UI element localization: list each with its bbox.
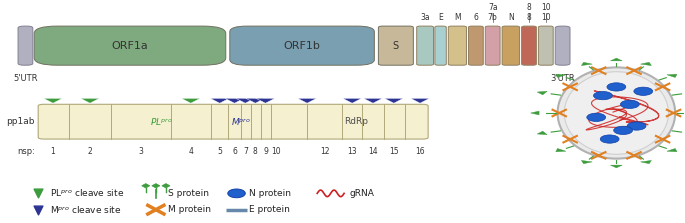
FancyBboxPatch shape	[18, 26, 33, 65]
Polygon shape	[410, 98, 429, 103]
Ellipse shape	[600, 135, 619, 143]
Polygon shape	[81, 98, 99, 103]
Text: 8: 8	[253, 147, 258, 155]
Text: RdRp: RdRp	[344, 117, 368, 126]
Ellipse shape	[621, 100, 639, 108]
Polygon shape	[582, 160, 593, 164]
Point	[33, 192, 44, 195]
Text: S: S	[393, 41, 399, 51]
Text: 5: 5	[217, 147, 222, 155]
Polygon shape	[531, 111, 539, 115]
Text: E protein: E protein	[249, 205, 290, 214]
Text: M$^{pro}$ cleave site: M$^{pro}$ cleave site	[50, 204, 122, 215]
FancyBboxPatch shape	[469, 26, 483, 65]
Text: M: M	[454, 13, 461, 22]
FancyBboxPatch shape	[556, 26, 570, 65]
FancyBboxPatch shape	[435, 26, 447, 65]
Polygon shape	[364, 98, 382, 103]
Ellipse shape	[627, 122, 646, 130]
Text: 9: 9	[263, 147, 268, 155]
FancyBboxPatch shape	[502, 26, 519, 65]
Text: 10: 10	[541, 13, 551, 22]
Text: gRNA: gRNA	[349, 189, 374, 198]
Text: 8: 8	[527, 3, 532, 12]
Polygon shape	[342, 98, 362, 103]
FancyBboxPatch shape	[229, 26, 374, 65]
Polygon shape	[142, 184, 150, 188]
Text: M$^{pro}$: M$^{pro}$	[231, 116, 251, 128]
FancyBboxPatch shape	[448, 26, 466, 65]
Polygon shape	[537, 131, 547, 135]
Text: 12: 12	[320, 147, 329, 155]
Polygon shape	[537, 91, 547, 95]
Polygon shape	[582, 62, 593, 66]
FancyBboxPatch shape	[378, 26, 413, 65]
Polygon shape	[667, 74, 677, 77]
Ellipse shape	[607, 83, 626, 91]
Text: 2: 2	[88, 147, 92, 155]
Polygon shape	[667, 149, 677, 152]
Text: 15: 15	[389, 147, 399, 155]
Polygon shape	[610, 165, 622, 168]
FancyBboxPatch shape	[34, 26, 226, 65]
Polygon shape	[556, 149, 566, 152]
Point	[33, 208, 44, 211]
Ellipse shape	[558, 67, 675, 159]
Text: 3: 3	[138, 147, 143, 155]
Text: 13: 13	[347, 147, 357, 155]
Ellipse shape	[614, 126, 632, 134]
Ellipse shape	[593, 91, 612, 100]
Ellipse shape	[634, 87, 653, 95]
Ellipse shape	[564, 72, 669, 154]
Text: 4: 4	[188, 147, 193, 155]
Polygon shape	[210, 98, 229, 103]
Text: 1: 1	[51, 147, 55, 155]
Polygon shape	[44, 98, 62, 103]
Text: 6: 6	[232, 147, 237, 155]
Polygon shape	[225, 98, 244, 103]
Ellipse shape	[228, 189, 245, 198]
Text: 10: 10	[541, 3, 551, 12]
Text: S protein: S protein	[168, 189, 209, 198]
Polygon shape	[152, 184, 160, 188]
Polygon shape	[556, 74, 566, 77]
Text: 5'UTR: 5'UTR	[13, 74, 38, 83]
Polygon shape	[256, 98, 275, 103]
Text: 7a: 7a	[488, 3, 497, 12]
Polygon shape	[640, 62, 651, 66]
Polygon shape	[162, 184, 170, 188]
Ellipse shape	[587, 113, 606, 122]
Text: pp1ab: pp1ab	[6, 117, 35, 126]
Text: ORF1b: ORF1b	[284, 41, 321, 51]
Text: 7: 7	[242, 147, 248, 155]
Polygon shape	[236, 98, 255, 103]
Text: 6: 6	[473, 13, 478, 22]
Text: 3'UTR: 3'UTR	[550, 74, 575, 83]
Text: PL$^{pro}$: PL$^{pro}$	[149, 116, 172, 128]
FancyBboxPatch shape	[416, 26, 434, 65]
Text: 16: 16	[415, 147, 425, 155]
FancyBboxPatch shape	[538, 26, 553, 65]
Polygon shape	[298, 98, 316, 103]
Polygon shape	[246, 98, 265, 103]
Polygon shape	[384, 98, 403, 103]
Polygon shape	[182, 98, 200, 103]
Text: 14: 14	[369, 147, 378, 155]
Text: M protein: M protein	[168, 205, 211, 214]
FancyBboxPatch shape	[485, 26, 500, 65]
Text: nsp:: nsp:	[17, 147, 35, 155]
FancyBboxPatch shape	[521, 26, 536, 65]
Text: 7b: 7b	[488, 13, 497, 22]
Text: 8: 8	[527, 13, 532, 22]
Text: N protein: N protein	[249, 189, 290, 198]
Text: N: N	[508, 13, 514, 22]
Text: 10: 10	[271, 147, 280, 155]
Text: PL$^{pro}$ cleave site: PL$^{pro}$ cleave site	[50, 188, 125, 199]
Text: ORF1a: ORF1a	[112, 41, 149, 51]
FancyBboxPatch shape	[38, 104, 428, 139]
Polygon shape	[610, 58, 622, 61]
Text: E: E	[438, 13, 443, 22]
Text: 3a: 3a	[421, 13, 430, 22]
Polygon shape	[640, 160, 651, 164]
